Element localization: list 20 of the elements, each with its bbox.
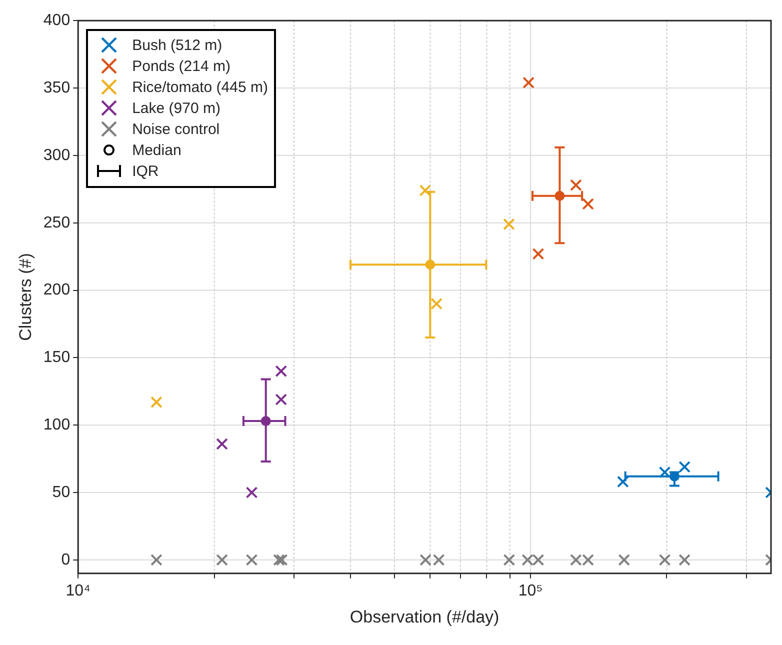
y-axis-title: Clusters (#) xyxy=(16,253,35,341)
legend-label: Noise control xyxy=(132,120,220,138)
legend-label: Lake (970 m) xyxy=(132,100,220,117)
x-tick-label: 10⁵ xyxy=(518,582,543,600)
legend-label: Rice/tomato (445 m) xyxy=(132,78,268,96)
x-tick-label: 10⁴ xyxy=(66,582,91,600)
y-tick-label: 100 xyxy=(43,416,70,434)
annotation: IQR xyxy=(132,162,159,180)
y-tick-label: 350 xyxy=(43,79,70,96)
y-tick-label: 400 xyxy=(43,12,70,30)
y-tick-label: 150 xyxy=(43,349,70,366)
y-tick-label: 50 xyxy=(52,484,70,501)
y-tick-label: 300 xyxy=(43,146,70,164)
x-axis-title: Observation (#/day) xyxy=(350,607,500,626)
legend-label: Ponds (214 m) xyxy=(132,58,230,75)
y-tick-label: 250 xyxy=(43,214,70,232)
legend-label: Bush (512 m) xyxy=(132,36,222,54)
annotation: Median xyxy=(132,142,182,159)
y-tick-label: 200 xyxy=(43,282,70,299)
y-tick-label: 0 xyxy=(61,551,70,568)
